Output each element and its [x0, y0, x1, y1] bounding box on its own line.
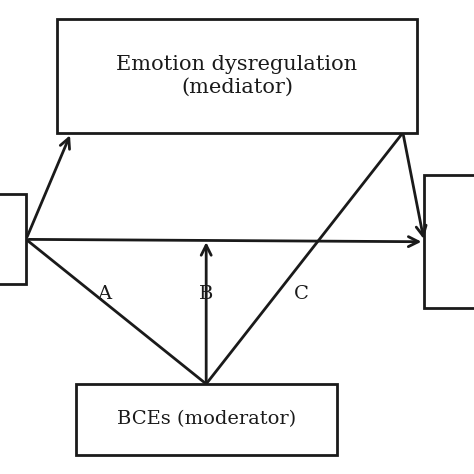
- Text: Emotion dysregulation
(mediator): Emotion dysregulation (mediator): [117, 55, 357, 96]
- Bar: [0, 194, 26, 284]
- Text: C: C: [293, 285, 309, 303]
- Bar: [424, 175, 474, 308]
- Text: BCEs (moderator): BCEs (moderator): [117, 410, 296, 428]
- Text: B: B: [199, 285, 213, 303]
- Bar: [76, 384, 337, 455]
- Bar: [57, 19, 417, 133]
- Text: A: A: [97, 285, 111, 303]
